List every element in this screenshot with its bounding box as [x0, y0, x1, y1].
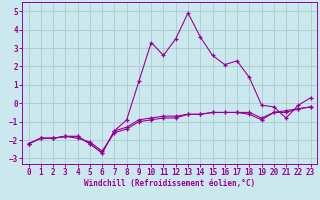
X-axis label: Windchill (Refroidissement éolien,°C): Windchill (Refroidissement éolien,°C) [84, 179, 255, 188]
